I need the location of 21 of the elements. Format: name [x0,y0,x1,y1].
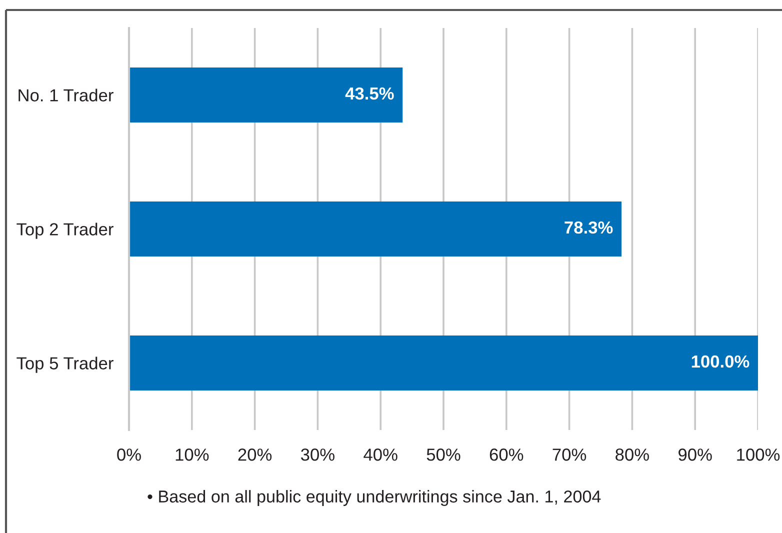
x-tick-label: 0% [117,448,141,461]
data-label: 78.3% [564,221,613,234]
y-tick-label: Top 5 Trader [16,356,114,373]
x-tick-label: 50% [426,448,460,461]
x-tick-label: 90% [678,448,712,461]
x-tick-label: 60% [490,448,524,461]
bar [129,68,403,122]
x-tick-label: 20% [238,448,272,461]
x-tick-label: 30% [300,448,334,461]
y-tick-label: No. 1 Trader [18,88,114,102]
text: • Based on all public equity underwritings since Jan. 1, 2004 [148,490,601,506]
data-label: 43.5% [345,87,394,100]
data-label: 100.0% [692,355,750,368]
y-tick-label: Top 2 Trader [16,222,114,239]
x-tick-label: 10% [176,448,209,461]
x-tick-label: 80% [616,448,649,461]
x-tick-label: 70% [552,448,586,461]
bar [129,202,622,256]
x-tick-label: 100% [737,448,780,461]
x-tick-label: 40% [364,448,398,461]
bar [129,336,758,390]
